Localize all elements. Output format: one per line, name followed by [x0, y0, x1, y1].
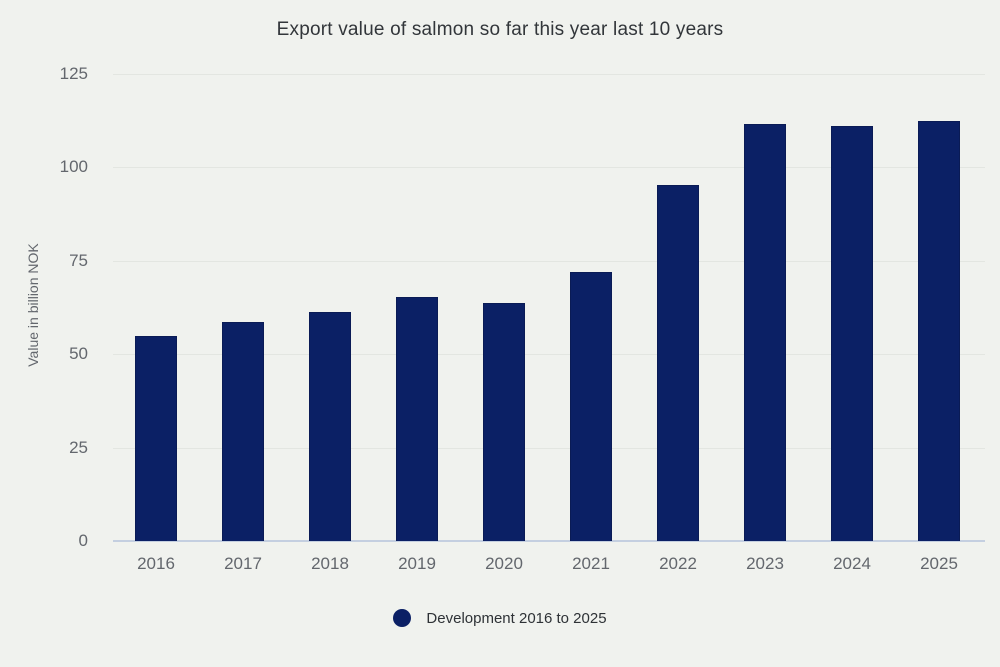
- gridline-125: [113, 74, 985, 75]
- x-tick-2020: 2020: [485, 554, 523, 573]
- x-tick-2024: 2024: [833, 554, 871, 573]
- bar-2022[interactable]: [657, 184, 699, 541]
- x-axis-line: [113, 540, 985, 542]
- x-tick-2023: 2023: [746, 554, 784, 573]
- bar-2018[interactable]: [309, 311, 351, 541]
- y-tick-0: 0: [78, 531, 88, 550]
- legend[interactable]: Development 2016 to 2025: [0, 609, 1000, 627]
- y-tick-50: 50: [69, 344, 88, 364]
- x-tick-2018: 2018: [311, 554, 349, 573]
- bar-2021[interactable]: [570, 271, 612, 541]
- y-tick-100: 100: [59, 157, 88, 177]
- y-tick-75: 75: [69, 250, 88, 270]
- gridline-100: [113, 167, 985, 169]
- x-tick-2016: 2016: [137, 554, 175, 573]
- bar-2017[interactable]: [222, 322, 264, 541]
- bar-2024[interactable]: [831, 125, 873, 541]
- bar-2023[interactable]: [744, 124, 786, 541]
- bar-2016[interactable]: [135, 335, 177, 541]
- gridline-75: [113, 260, 985, 262]
- x-tick-2019: 2019: [398, 554, 436, 573]
- gridline-50: [113, 354, 985, 356]
- gridline-25: [113, 447, 985, 449]
- bar-2020[interactable]: [483, 303, 525, 541]
- bar-2025[interactable]: [918, 121, 960, 541]
- legend-marker-icon: [393, 609, 412, 627]
- x-tick-2021: 2021: [572, 554, 610, 573]
- bar-2019[interactable]: [396, 297, 438, 541]
- chart-title: Export value of salmon so far this year …: [276, 19, 724, 40]
- y-tick-125: 125: [59, 64, 88, 83]
- y-tick-25: 25: [69, 437, 88, 457]
- legend-label: Development 2016 to 2025: [426, 609, 607, 627]
- x-tick-2025: 2025: [920, 554, 958, 573]
- x-tick-2022: 2022: [659, 554, 697, 573]
- x-tick-2017: 2017: [224, 554, 262, 573]
